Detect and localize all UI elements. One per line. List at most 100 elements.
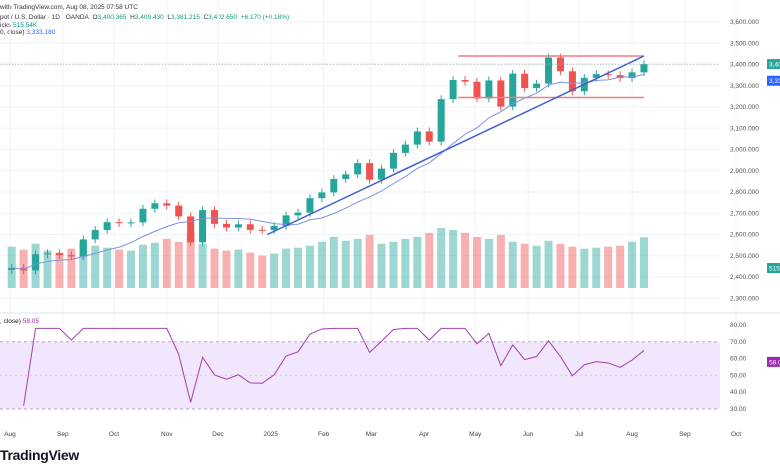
volume-bar xyxy=(317,241,326,288)
candle xyxy=(294,208,302,220)
candle xyxy=(199,206,207,247)
price-tick-label: 2,900.000 xyxy=(730,168,759,175)
symbol-name[interactable]: pot / U.S. Dollar · 1D · OANDA xyxy=(0,14,89,21)
high-value: 3,409.430 xyxy=(134,14,164,21)
candle xyxy=(79,235,87,261)
candle-body xyxy=(199,210,207,243)
volume-tag-text: 515.54K xyxy=(769,266,780,273)
volume-bar xyxy=(556,243,565,288)
candle xyxy=(32,250,40,275)
volume-bar xyxy=(246,252,255,288)
time-tick-label: Mar xyxy=(366,431,378,438)
candle-body xyxy=(413,131,421,145)
candle xyxy=(640,60,648,77)
candle-body xyxy=(294,212,302,216)
volume-bar xyxy=(55,252,64,288)
volume-bar xyxy=(472,236,481,288)
candle xyxy=(175,201,183,221)
volume-bar xyxy=(43,250,52,288)
volume-bar xyxy=(341,240,350,288)
candle xyxy=(55,249,63,259)
rsi-line xyxy=(23,327,645,406)
price-chart[interactable]: 3,600.000 3,500.000 3,400.000 3,300.000 3,20… xyxy=(0,0,780,445)
volume-bar xyxy=(282,248,291,288)
volume-bar xyxy=(401,238,410,288)
volume-label: icks xyxy=(0,22,12,29)
candle-body xyxy=(8,267,16,270)
candle-body xyxy=(270,226,278,231)
volume-bar xyxy=(377,243,386,288)
candle-body xyxy=(67,255,75,257)
price-tick-label: 2,800.000 xyxy=(730,189,759,196)
rsi-tick-label: 40.00 xyxy=(730,389,747,396)
candle-body xyxy=(366,163,374,180)
volume-bar xyxy=(639,237,648,288)
price-tick-label: 3,100.000 xyxy=(730,125,759,132)
volume-bar xyxy=(461,232,470,288)
candle-body xyxy=(234,224,242,228)
candle xyxy=(211,206,219,228)
price-tick-label: 2,700.000 xyxy=(730,210,759,217)
time-tick-label: Dec xyxy=(212,431,224,438)
volume-bar xyxy=(520,243,529,288)
time-tick-label: Jun xyxy=(523,431,534,438)
candle xyxy=(449,76,457,103)
volume-bar xyxy=(174,241,183,288)
price-tick-label: 2,500.000 xyxy=(730,253,759,260)
volume-legend[interactable]: icks 515.54K xyxy=(0,22,37,29)
candle-body xyxy=(449,80,457,100)
volume-bar xyxy=(353,238,362,288)
candle xyxy=(425,127,433,146)
time-tick-label: 2025 xyxy=(264,431,279,438)
candle-body xyxy=(330,179,338,193)
price-tick-label: 3,000.000 xyxy=(730,147,759,154)
time-tick-label: May xyxy=(469,431,482,438)
candle-body xyxy=(556,57,564,72)
price-tick-label: 3,200.000 xyxy=(730,104,759,111)
candle-body xyxy=(222,223,230,228)
candle xyxy=(545,53,553,88)
candle-body xyxy=(79,239,87,257)
volume-bar xyxy=(91,245,100,288)
open-label: O xyxy=(92,14,98,21)
volume-bar xyxy=(437,228,446,288)
candle xyxy=(246,220,254,234)
moving-average-line xyxy=(11,74,645,270)
rsi-tag-text: 58.05 xyxy=(769,359,780,366)
volume-bar xyxy=(413,236,422,288)
volume-bar xyxy=(258,255,267,288)
ma-tag-text: 3,333.180 xyxy=(769,78,780,85)
volume-bar xyxy=(568,246,577,288)
candle xyxy=(354,159,362,179)
ma-label: 0, close) xyxy=(0,29,25,36)
low-value: 3,381.215 xyxy=(170,14,200,21)
symbol-legend: pot / U.S. Dollar · 1D · OANDA O3,400.36… xyxy=(0,14,289,21)
candle xyxy=(401,140,409,157)
candle-body xyxy=(246,224,254,230)
rsi-tick-label: 60.00 xyxy=(730,356,747,363)
candle-body xyxy=(521,73,529,89)
rsi-legend[interactable]: , close) 58.05 xyxy=(0,318,39,325)
candle xyxy=(318,188,326,202)
volume-bar xyxy=(79,241,88,288)
candle-body xyxy=(187,216,195,243)
candle xyxy=(43,249,51,259)
rsi-tick-label: 30.00 xyxy=(730,406,747,413)
candle xyxy=(389,149,397,173)
candle-body xyxy=(43,253,51,255)
last-price-tag xyxy=(767,59,780,70)
published-note: with TradingView.com, Aug 08, 2025 07:58… xyxy=(0,4,138,11)
ma-legend[interactable]: 0, close) 3,333.180 xyxy=(0,29,55,36)
candle-body xyxy=(485,80,493,99)
candle xyxy=(151,199,159,213)
time-tick-label: Sep xyxy=(57,431,69,438)
candle-body xyxy=(473,81,481,99)
candle xyxy=(234,220,242,232)
volume-bar xyxy=(544,240,553,288)
candle xyxy=(461,76,469,86)
volume-bar xyxy=(532,245,541,288)
candle xyxy=(628,68,636,82)
volume-bar xyxy=(162,238,171,288)
volume-bar xyxy=(186,232,195,288)
candle xyxy=(127,218,135,228)
